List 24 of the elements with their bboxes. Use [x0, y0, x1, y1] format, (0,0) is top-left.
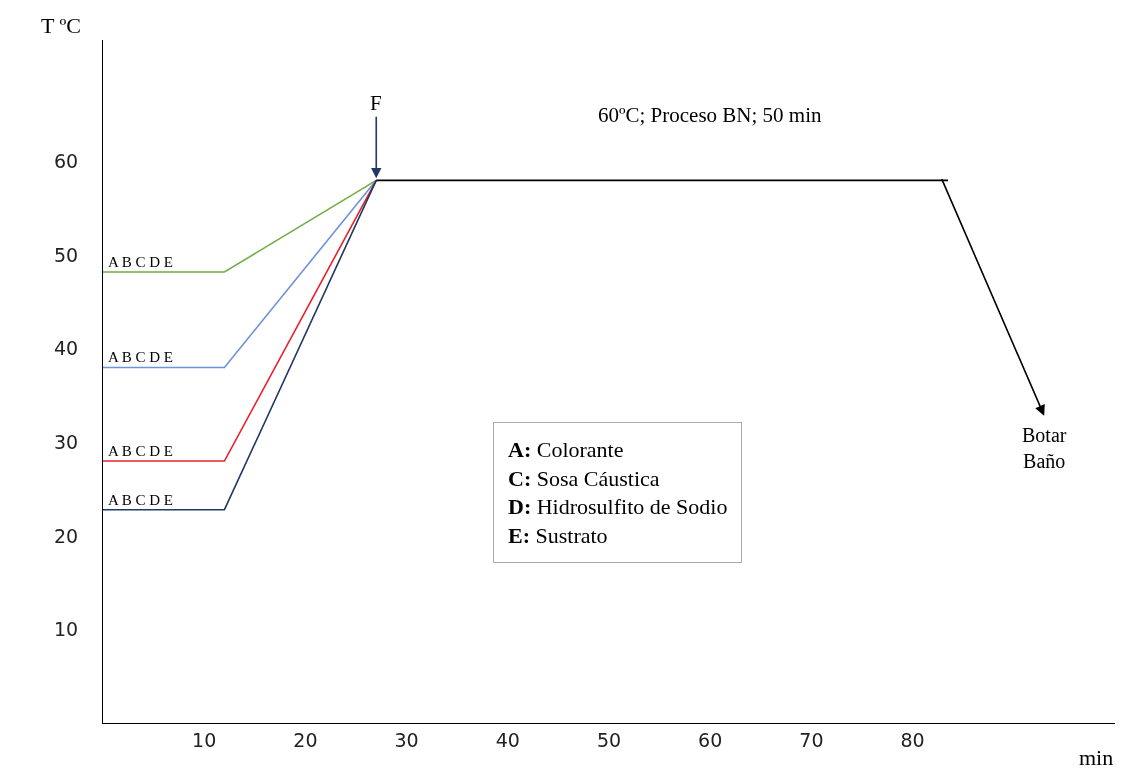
- y-axis-title: T ºC: [41, 13, 82, 38]
- y-tick-label: 50: [53, 243, 79, 266]
- y-tick-label: 60: [53, 150, 79, 173]
- x-tick-label: 10: [192, 728, 217, 751]
- x-tick-label: 50: [596, 728, 622, 751]
- x-tick-label: 30: [394, 728, 419, 751]
- x-tick-label: 60: [698, 728, 723, 751]
- y-tick-label: 30: [53, 430, 79, 453]
- annotation: 60ºC; Proceso BN; 50 min: [598, 103, 823, 127]
- y-tick-label: 20: [53, 524, 79, 547]
- annotation: A B C D E: [108, 492, 174, 508]
- x-tick-label: 20: [293, 728, 318, 751]
- annotation: A: Colorante C: Sosa Cáustica D: Hidrosulfito de Sodio E: Sustrato: [508, 437, 728, 548]
- x-axis-title: min: [1079, 745, 1114, 770]
- y-tick-label: 40: [53, 337, 79, 360]
- x-tick-label: 40: [495, 728, 520, 751]
- annotation: F: [370, 91, 382, 115]
- x-tick-label: 80: [900, 728, 925, 751]
- x-tick-label: 70: [799, 728, 824, 751]
- annotation: Botar Baño: [1022, 424, 1067, 472]
- annotation: A B C D E: [108, 443, 174, 459]
- y-tick-label: 10: [53, 618, 79, 641]
- annotation: A B C D E: [108, 254, 174, 270]
- annotation: A B C D E: [108, 349, 174, 365]
